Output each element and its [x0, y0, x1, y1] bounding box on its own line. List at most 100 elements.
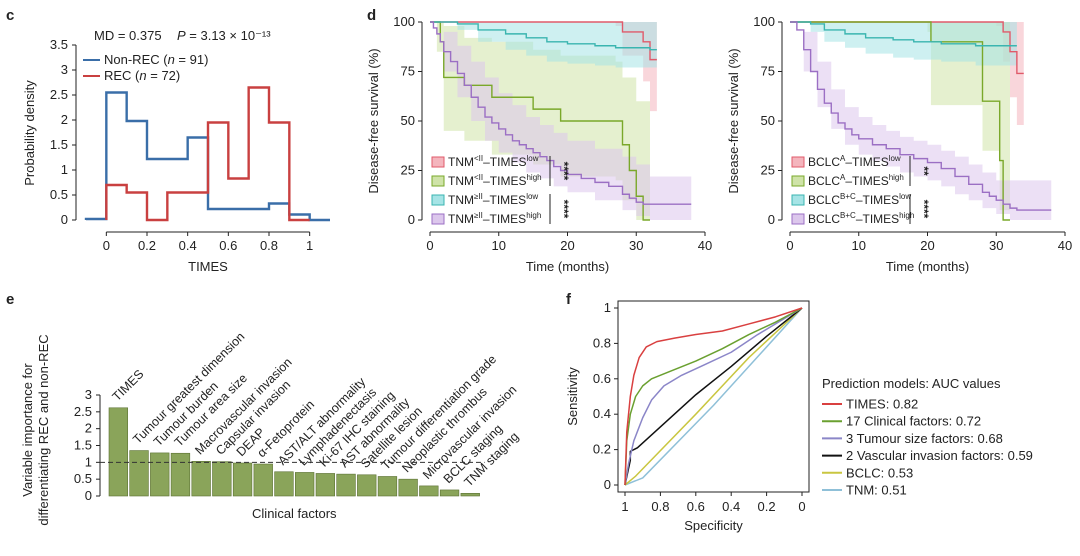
legend-super: low	[526, 192, 538, 201]
e-y-tick-label: 1.5	[74, 438, 92, 453]
c-x-tick-label: 0.4	[179, 238, 197, 253]
f-x-tick-label: 0	[798, 499, 805, 514]
e-bar	[419, 485, 439, 497]
d1-sig-stars-top: ****	[557, 162, 571, 181]
f-plot-frame	[617, 300, 810, 493]
d2-y-tick-label: 50	[761, 113, 775, 128]
panel-label-e: e	[6, 291, 14, 308]
f-y-tick-label: 0.2	[593, 442, 611, 457]
e-bar	[274, 471, 294, 497]
d1-survival-curve-2	[430, 21, 657, 51]
f-x-tick-label: 0.6	[687, 499, 705, 514]
c-legend-text: REC (	[104, 68, 140, 83]
legend-main: –TIMES	[483, 155, 526, 169]
legend-main: –TIMES	[483, 193, 526, 207]
e-bar	[315, 473, 336, 497]
f-x-axis-label: Specificity	[684, 518, 743, 533]
legend-super: high	[889, 173, 904, 182]
f-legend-label: 17 Clinical factors: 0.72	[846, 414, 981, 429]
legend-super: high	[526, 211, 541, 220]
legend-main: BCLC	[808, 155, 840, 169]
c-x-tick-label: 0.2	[138, 238, 156, 253]
panel-label-c: c	[6, 7, 14, 24]
legend-super: high	[526, 173, 541, 182]
legend-main: TNM	[448, 174, 474, 188]
d2-legend-swatch	[791, 156, 805, 168]
e-bar	[336, 473, 356, 497]
c-y-tick-label: 1	[61, 162, 68, 177]
d1-legend-label: TNM<II–TIMEShigh	[448, 173, 542, 188]
d2-legend-swatch	[791, 213, 805, 225]
d2-y-tick-label: 75	[761, 64, 775, 79]
d1-survival-curve-3	[430, 21, 692, 205]
f-plot-area: 0 0.2 0.4 0.6 0.8 1 1 0.8 0.6 0.4 0.2 0 Specificity S…	[565, 300, 1033, 533]
e-bar	[294, 472, 315, 497]
c-legend-count: = 72)	[147, 68, 181, 83]
d1-y-tick-label: 75	[401, 64, 415, 79]
c-x-tick-label: 1	[306, 238, 313, 253]
e-y-tick-label: 0.5	[74, 471, 92, 486]
e-y-tick-label: 3	[85, 387, 92, 402]
c-legend-label: Non-REC (n = 91)	[104, 52, 208, 67]
c-y-tick-label: 0.5	[50, 187, 68, 202]
c-series-rec	[105, 86, 310, 222]
e-x-axis-label: Clinical factors	[252, 506, 337, 521]
f-y-tick-label: 0	[604, 477, 611, 492]
c-x-axis-label: TIMES	[188, 259, 228, 274]
d1-x-axis-label: Time (months)	[526, 259, 609, 274]
c-y-tick-label: 3.5	[50, 37, 68, 52]
legend-super: ≥II	[474, 192, 483, 201]
d1-x-tick-label: 20	[560, 238, 574, 253]
f-roc-curve-3	[624, 307, 803, 486]
d1-legend-swatch	[431, 156, 445, 168]
f-x-tick-label: 0.2	[758, 499, 776, 514]
e-bar	[377, 476, 398, 497]
d2-y-tick-label: 0	[768, 212, 775, 227]
legend-main: –TIMES	[856, 212, 899, 226]
legend-super: A	[840, 154, 846, 163]
legend-super: B+C	[840, 192, 856, 201]
d1-y-axis-label: Disease-free survival (%)	[366, 48, 381, 193]
d2-y-tick-label: 100	[753, 14, 775, 29]
d2-legend-label: BCLCB+C–TIMEShigh	[808, 211, 914, 226]
f-x-tick-label: 0.8	[651, 499, 669, 514]
f-legend-label: TNM: 0.51	[846, 483, 907, 498]
d2-x-axis-label: Time (months)	[886, 259, 969, 274]
e-y-tick-label: 0	[85, 488, 92, 503]
c-legend-text: Non-REC (	[104, 52, 168, 67]
f-legend-title: Prediction models: AUC values	[822, 376, 1001, 391]
d1-x-tick-label: 30	[629, 238, 643, 253]
f-y-tick-label: 0.4	[593, 406, 611, 421]
d2-legend-swatch	[791, 194, 805, 206]
legend-main: TNM	[448, 212, 474, 226]
e-category-label: TIMES	[110, 367, 147, 404]
c-annotation-p: P = 3.13 × 10⁻¹³	[177, 28, 271, 43]
e-bar	[460, 493, 480, 497]
c-plot-area: 0 0.5 1 1.5 2 2.5 3 3.5 0 0.2 0.4 0.6 0.8 1 TIMES Proba…	[22, 28, 330, 274]
c-legend-label: REC (n = 72)	[104, 68, 180, 83]
d1-y-tick-label: 50	[401, 113, 415, 128]
f-y-tick-label: 1	[604, 300, 611, 315]
e-bar	[108, 407, 129, 497]
legend-main: –TIMES	[856, 193, 899, 207]
e-plot-area: 0 0.5 11.5 2 2.5 3 Variable importance for diff…	[20, 329, 522, 525]
panel-f-roc: f 0 0.2 0.4 0.6 0.8 1 1 0.8 0.6 0.4 0.2 0 Specificit…	[565, 291, 1033, 533]
f-x-tick-label: 0.4	[722, 499, 740, 514]
c-x-tick-label: 0	[103, 238, 110, 253]
f-roc-curve-5	[624, 307, 803, 486]
d1-legend-swatch	[431, 175, 445, 187]
d2-legend-label: BCLCB+C–TIMESlow	[808, 192, 911, 207]
d2-y-axis-label: Disease-free survival (%)	[726, 48, 741, 193]
e-y-tick-label: 2.5	[74, 404, 92, 419]
e-bar	[212, 461, 232, 497]
e-bar	[150, 452, 170, 497]
legend-super: low	[899, 192, 911, 201]
d2-legend-swatch	[791, 175, 805, 187]
f-y-axis-label: Sensitivity	[565, 367, 580, 426]
legend-super: ≥II	[474, 211, 483, 220]
c-y-tick-label: 0	[61, 212, 68, 227]
d2-sig-stars-top: **	[917, 166, 931, 176]
c-y-axis-label: Probability density	[22, 80, 37, 186]
